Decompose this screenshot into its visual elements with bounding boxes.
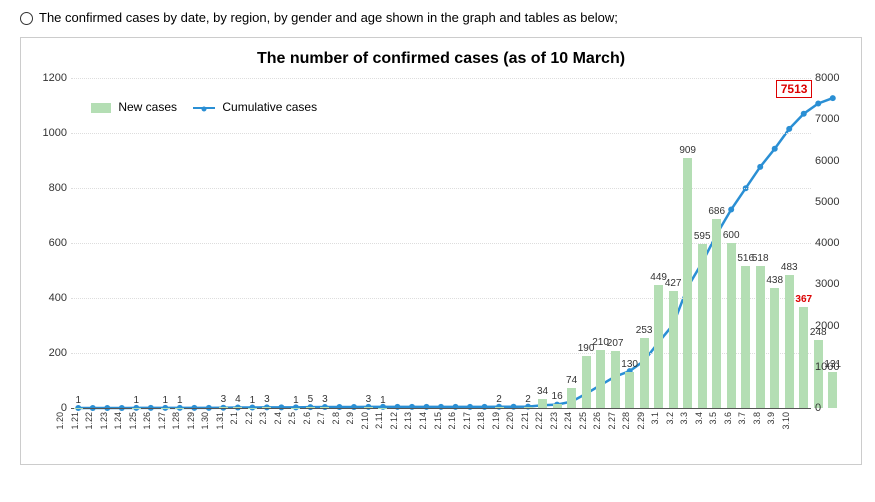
- bar: [596, 350, 605, 408]
- bar: [785, 275, 794, 408]
- bar-label: 438: [766, 275, 783, 286]
- bar: [625, 372, 634, 408]
- y-right-tick: 5000: [811, 196, 851, 208]
- bar-label: 5: [308, 394, 314, 405]
- bar-label: 600: [723, 230, 740, 241]
- bar: [567, 388, 576, 408]
- bar-label: 1: [75, 395, 81, 406]
- cumulative-marker: [757, 164, 763, 170]
- bar-label: 4: [235, 394, 241, 405]
- y-left-tick: 600: [31, 237, 71, 249]
- y-left-tick: 800: [31, 182, 71, 194]
- bar: [669, 291, 678, 408]
- cumulative-marker: [772, 146, 778, 152]
- bar: [712, 219, 721, 408]
- bar-label: 130: [621, 359, 638, 370]
- y-left-tick: 1000: [31, 127, 71, 139]
- y-right-tick: 1000: [811, 361, 851, 373]
- y-right-tick: 4000: [811, 237, 851, 249]
- intro-row: The confirmed cases by date, by region, …: [20, 10, 855, 25]
- bar: [799, 307, 808, 408]
- bar-label: 253: [636, 325, 653, 336]
- cumulative-callout: 7513: [776, 80, 813, 98]
- y-right-tick: 7000: [811, 113, 851, 125]
- chart-body: New cases Cumulative cases 0200400600800…: [31, 78, 851, 458]
- intro-text: The confirmed cases by date, by region, …: [39, 10, 618, 25]
- legend-new-cases: New cases: [91, 100, 177, 114]
- y-axis-right: 010002000300040005000600070008000: [811, 78, 851, 408]
- bar-label: 3: [264, 394, 270, 405]
- bar-label: 3: [322, 394, 328, 405]
- bar-label: 16: [552, 391, 563, 402]
- chart-legend: New cases Cumulative cases: [91, 100, 317, 114]
- bar-label: 34: [537, 386, 548, 397]
- bar: [741, 266, 750, 408]
- y-left-tick: 400: [31, 292, 71, 304]
- x-tick: 3.10: [781, 412, 827, 430]
- bar: [683, 158, 692, 408]
- chart-title: The number of confirmed cases (as of 10 …: [31, 50, 851, 68]
- plot-area: 1111341315331223416741902102071302534494…: [71, 78, 811, 408]
- bar: [756, 266, 765, 408]
- bar: [611, 351, 620, 408]
- bar-label: 1: [293, 395, 299, 406]
- y-right-tick: 2000: [811, 320, 851, 332]
- legend-new-label: New cases: [118, 100, 177, 114]
- bar-label: 3: [366, 394, 372, 405]
- y-axis-left: 020040060080010001200: [31, 78, 71, 408]
- bar-label: 483: [781, 262, 798, 273]
- bar-label: 2: [525, 394, 531, 405]
- bar: [770, 288, 779, 408]
- bar-label: 74: [566, 375, 577, 386]
- y-right-tick: 6000: [811, 155, 851, 167]
- cumulative-marker: [801, 111, 807, 117]
- cumulative-marker: [728, 207, 734, 213]
- bar-label: 2: [496, 394, 502, 405]
- bar-label: 1: [163, 395, 169, 406]
- bar: [698, 244, 707, 408]
- bar-label: 595: [694, 231, 711, 242]
- bar: [538, 399, 547, 408]
- y-right-tick: 8000: [811, 72, 851, 84]
- bar-label: 1: [134, 395, 140, 406]
- bar: [654, 285, 663, 408]
- bar-label: 1: [177, 395, 183, 406]
- bar-label: 427: [665, 278, 682, 289]
- bar-label: 367: [795, 294, 812, 305]
- gridline: [71, 188, 811, 189]
- gridline: [71, 78, 811, 79]
- cumulative-marker: [786, 126, 792, 132]
- y-left-tick: 200: [31, 347, 71, 359]
- legend-bar-swatch: [91, 103, 111, 113]
- bar-label: 3: [221, 394, 227, 405]
- bar-label: 909: [679, 145, 696, 156]
- bar-label: 686: [708, 206, 725, 217]
- chart-frame: The number of confirmed cases (as of 10 …: [20, 37, 862, 465]
- x-axis: 1.201.211.221.231.241.251.261.271.281.29…: [71, 408, 811, 458]
- bullet-radio: [20, 12, 33, 25]
- bar-label: 518: [752, 253, 769, 264]
- bar-label: 1: [380, 395, 386, 406]
- bar: [640, 338, 649, 408]
- legend-cumulative-cases: Cumulative cases: [193, 100, 317, 114]
- bar-label: 1: [250, 395, 256, 406]
- y-left-tick: 1200: [31, 72, 71, 84]
- gridline: [71, 133, 811, 134]
- legend-line-swatch: [193, 107, 215, 109]
- legend-cum-label: Cumulative cases: [222, 100, 317, 114]
- y-right-tick: 3000: [811, 278, 851, 290]
- bar: [727, 243, 736, 408]
- bar-label: 207: [607, 338, 624, 349]
- bar: [582, 356, 591, 408]
